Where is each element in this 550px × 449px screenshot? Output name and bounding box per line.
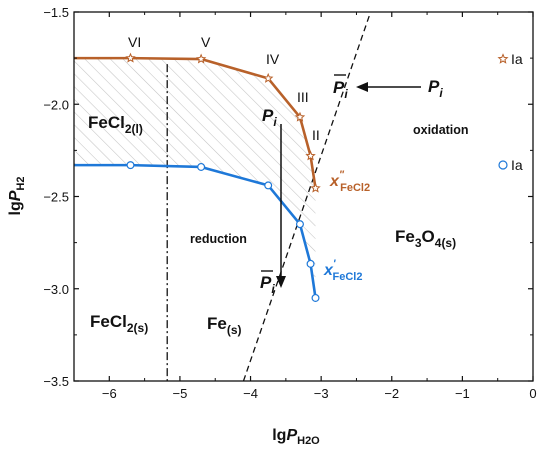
p-i-bar-label-bottom: Pi [260,273,275,296]
x-prime-label: x' FeCl2 [323,258,363,283]
stage-label-ii: II [312,127,320,143]
stage-label-iv: IV [266,51,280,67]
x-tick-label: −3 [314,386,329,401]
x-tick-label: 0 [529,386,536,401]
data-point-star [125,52,136,63]
series-layer [74,52,321,302]
series-upper-star [74,52,321,193]
oxidation-label: oxidation [413,123,469,137]
x-tick-label: −5 [173,386,188,401]
y-tick-label: −3.0 [43,282,69,297]
y-tick-label: −2.5 [43,190,69,205]
x-tick-label: −4 [243,386,258,401]
data-point-circle [264,181,273,190]
region-fecl2-solid: FeCl2(s) [90,312,148,335]
data-point-star [310,182,321,193]
x-axis-title: lgPH2O [272,427,320,447]
x-tick-label: −6 [102,386,117,401]
x-tick-label: −1 [455,386,470,401]
data-point-star [195,53,207,64]
data-point-circle [306,259,315,268]
y-axis-title: lgPH2 [7,177,27,216]
reduction-arrow-head [276,276,286,288]
oxidation-arrow-head [356,82,368,92]
legend-circle-marker [498,160,508,170]
hatched-two-phase-region [74,58,316,298]
series-lower-circle [74,161,320,302]
x-tick-label: −2 [384,386,399,401]
data-point-star [305,150,316,161]
x-double-prime-label: x" FeCl2 [329,169,370,194]
stage-label-v: V [201,34,211,50]
oxidation-boundary-line [242,12,372,381]
legend-label-circle-series: Ia [511,157,523,173]
p-i-label-top: Pi [262,106,277,129]
data-point-circle [311,293,320,302]
region-fe-solid: Fe(s) [207,314,242,337]
y-tick-label: −3.5 [43,374,69,389]
data-point-circle [295,220,304,229]
p-i-bar-label-top: Pi [333,78,348,101]
p-i-label-right: Pi [428,77,443,100]
y-tick-label: −1.5 [43,5,69,20]
y-tick-label: −2.0 [43,97,69,112]
stage-label-vi: VI [128,34,141,50]
data-point-star [294,111,306,122]
data-point-circle [197,162,206,171]
legend-label-star-series: Ia [511,51,523,67]
reduction-label: reduction [190,232,247,246]
tick-layer: −6 −5 −4 −3 −2 −1 0 −3.5 −3.0 −2.5 −2.0 −1.5 [43,5,536,401]
legend: Ia Ia [497,51,523,173]
data-point-circle [126,161,135,170]
region-fecl2-liquid: FeCl2(l) [88,113,143,136]
legend-star-marker [497,53,509,64]
stage-label-iii: III [297,89,309,105]
data-point-star [262,72,274,83]
region-fe3o4: Fe3O4(s) [395,227,456,250]
